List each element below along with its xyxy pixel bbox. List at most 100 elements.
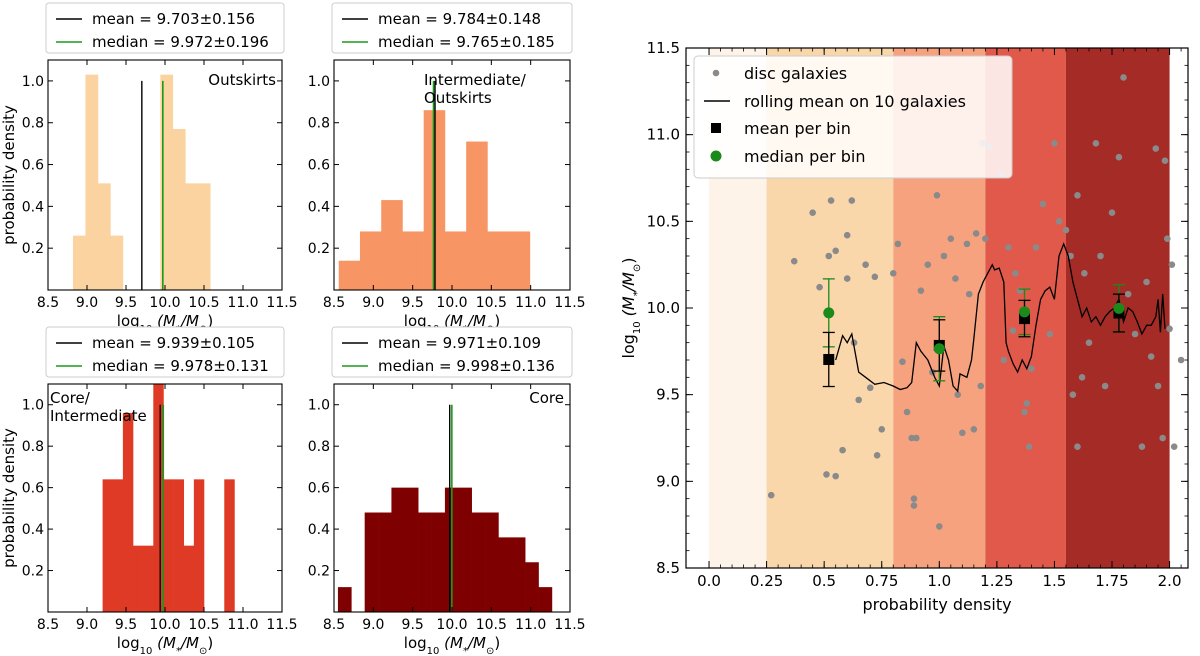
disc-galaxy-point [832,247,839,255]
x-tick-label: 1.0 [927,572,951,590]
x-tick-label: 0.25 [750,572,783,590]
y-tick-label: 0.6 [308,158,330,174]
histogram-bar [122,413,134,612]
disc-galaxy-point [1166,325,1173,333]
y-tick-label: 10.5 [647,212,680,230]
disc-galaxy-point [843,231,851,239]
hist-panel-core-intermediate: 8.5 9.0 9.5 10.0 10.5 11.0 11.5 0.2 0.4 0.6 0.8 1.0… [0,326,298,656]
disc-galaxy-point [952,275,959,282]
histogram-bar [431,512,446,612]
disc-galaxy-point [1074,443,1081,450]
y-tick-label: 0.8 [308,116,330,132]
median-per-bin-marker [933,343,945,355]
mean-per-bin-marker [823,353,835,365]
y-tick-label: 1.0 [308,398,330,414]
legend-box [45,2,285,54]
histogram-bar [173,479,185,612]
x-tick-label: 9.5 [402,295,424,311]
disc-galaxy-point [1131,330,1139,338]
panel-title: Outskirts [424,89,492,107]
legend: mean = 9.939±0.105 median = 9.978±0.131 [45,326,285,378]
legend-mean-swatch [711,123,721,133]
disc-galaxy-point [790,257,798,265]
disc-galaxy-point [910,495,918,502]
panel-title: Intermediate [50,407,147,425]
legend-median-label: median per bin [744,147,865,166]
histogram-bar [418,512,432,612]
disc-galaxy-point [809,209,816,216]
disc-galaxy-point [1055,218,1063,225]
histogram-bar [185,183,199,290]
disc-galaxy-point [924,261,932,268]
disc-galaxy-point [1108,209,1116,216]
histogram-bar [338,260,361,290]
histogram-bar [193,479,205,612]
disc-galaxy-point [965,290,973,298]
disc-galaxy-point [1039,200,1047,208]
x-tick-label: 10.5 [188,295,219,311]
x-tick-label: 10.0 [149,617,180,633]
y-tick-label: 0.2 [308,241,330,257]
disc-galaxy-point [899,358,906,366]
histogram-bar [391,487,406,612]
histogram-bar [404,487,419,612]
disc-galaxy-point [1161,157,1169,164]
panel-title: Intermediate/ [424,71,527,89]
hist-panel-intermediate-outskirts: 8.5 9.0 9.5 10.0 10.5 11.0 11.5 0.2 0.4 0.6 0.8 1.0… [308,2,586,335]
y-tick-label: 9.0 [656,472,680,490]
disc-galaxy-point [862,261,869,268]
disc-galaxy-point [825,252,833,260]
x-axis-label: log10 (M*/M⊙) [404,634,500,656]
x-tick-label: 10.0 [436,295,467,311]
histogram-bar [402,231,424,290]
legend-mean-label: mean = 9.703±0.156 [92,10,255,28]
disc-galaxy-point [1115,153,1123,161]
x-tick-label: 11.5 [554,617,585,633]
disc-galaxy-point [767,491,775,499]
y-tick-label: 1.0 [308,74,330,90]
disc-galaxy-point [1177,356,1185,364]
legend: disc galaxies rolling mean on 10 galaxies… [693,55,1013,179]
histogram-bar [487,231,509,290]
disc-galaxy-point [982,235,989,242]
y-tick-label: 11.5 [647,39,680,57]
disc-galaxy-point [1021,408,1028,416]
disc-galaxy-point [1170,443,1178,450]
disc-galaxy-point [823,471,830,478]
legend-disc-label: disc galaxies [744,64,847,83]
disc-galaxy-point [873,452,881,459]
histogram-bar [466,141,488,290]
histogram-bar [97,183,111,290]
y-tick-label: 8.5 [656,559,680,577]
histogram-bar [337,587,352,612]
x-tick-label: 0.5 [812,572,836,590]
disc-galaxy-point [1016,287,1024,294]
x-tick-label: 9.5 [402,617,424,633]
histogram-bar [538,587,553,612]
legend-median-label: median = 9.998±0.136 [378,357,555,375]
y-tick-label: 0.2 [22,241,44,257]
x-tick-label: 10.0 [149,295,180,311]
x-tick-label: 9.5 [115,295,137,311]
legend-box [45,326,285,378]
disc-galaxy-point [936,523,943,530]
disc-galaxy-point [1005,244,1012,251]
y-tick-label: 0.2 [308,564,330,580]
histogram-bar [163,479,174,612]
legend-median-label: median = 9.972±0.196 [92,33,269,51]
disc-galaxy-point [1081,270,1088,277]
y-tick-label: 0.4 [22,522,44,538]
x-tick-label: 9.0 [76,295,98,311]
disc-galaxy-point [827,197,835,204]
disc-galaxy-point [959,429,966,437]
legend-median-swatch [710,150,722,162]
median-per-bin-marker [1113,302,1125,314]
x-tick-label: 2.0 [1158,572,1182,590]
y-tick-label: 0.8 [22,439,44,455]
x-tick-label: 10.5 [476,295,507,311]
disc-galaxy-point [940,252,948,260]
y-tick-label: 9.5 [656,386,680,404]
legend-box [331,2,573,54]
x-tick-label: 11.5 [554,295,585,311]
histogram-bar [485,512,499,612]
